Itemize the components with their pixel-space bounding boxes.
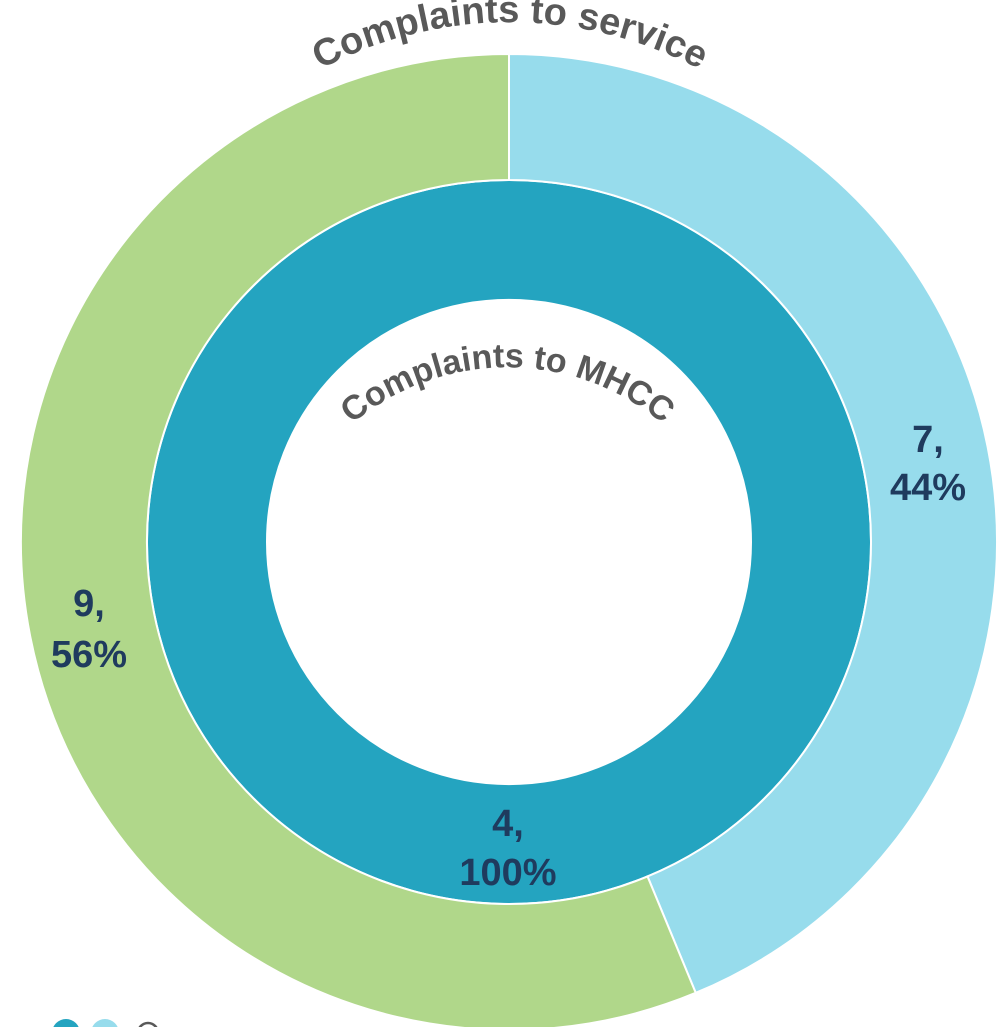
data-label-value: 9, <box>73 583 105 625</box>
inner-ring-title-text: Complaints to MHCC <box>333 337 681 430</box>
legend-text-fragment <box>138 1021 158 1027</box>
data-label-value: 7, <box>912 419 944 461</box>
data-label-percent: 100% <box>459 852 556 894</box>
data-label-mhcc-4: 4, 100% <box>459 803 556 894</box>
legend-marker-0 <box>53 1019 79 1027</box>
data-label-percent: 56% <box>51 634 127 676</box>
donut-slice-ring1-slice0 <box>508 52 998 995</box>
donut-slice-ring1-slice1 <box>20 52 698 1027</box>
data-label-percent: 44% <box>890 467 966 509</box>
data-label-service-7: 7, 44% <box>890 419 966 509</box>
legend <box>53 1019 158 1027</box>
slices-layer <box>20 52 998 1027</box>
legend-marker-1 <box>92 1019 118 1027</box>
data-label-value: 4, <box>492 803 524 845</box>
donut-slice-ring0-slice0 <box>145 179 872 905</box>
data-label-service-9: 9, 56% <box>51 583 127 676</box>
inner-ring-title: Complaints to MHCC <box>333 337 681 430</box>
